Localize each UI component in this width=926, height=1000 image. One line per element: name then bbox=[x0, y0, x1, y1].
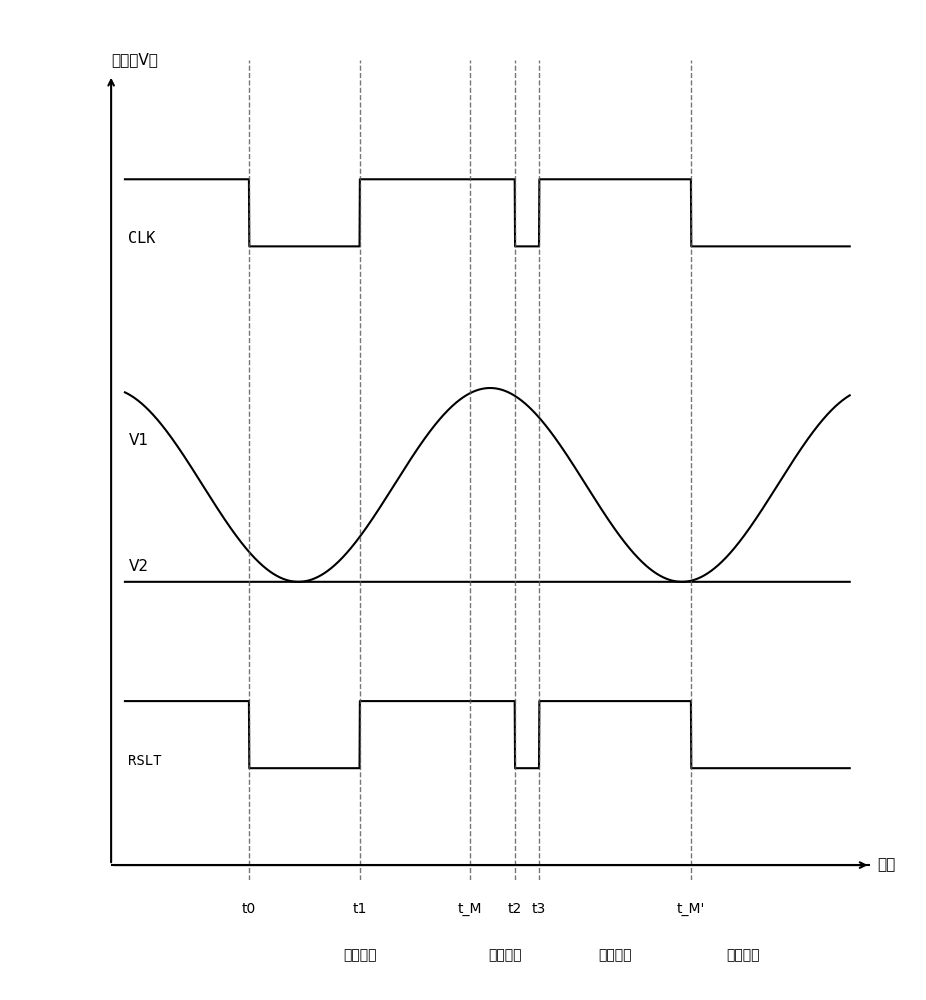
Text: t_M: t_M bbox=[457, 902, 482, 916]
Text: CLK: CLK bbox=[129, 231, 156, 246]
Text: RSLT: RSLT bbox=[129, 754, 162, 768]
Text: 转换期间: 转换期间 bbox=[726, 948, 759, 962]
Text: 时间: 时间 bbox=[877, 858, 895, 873]
Text: t1: t1 bbox=[353, 902, 367, 916]
Text: 电压（V）: 电压（V） bbox=[111, 52, 158, 67]
Text: 采样期间: 采样期间 bbox=[343, 948, 376, 962]
Text: t_M': t_M' bbox=[677, 902, 706, 916]
Text: t0: t0 bbox=[242, 902, 257, 916]
Text: V1: V1 bbox=[129, 433, 148, 448]
Text: t2: t2 bbox=[507, 902, 522, 916]
Text: 转换期间: 转换期间 bbox=[488, 948, 521, 962]
Text: t3: t3 bbox=[532, 902, 546, 916]
Text: V2: V2 bbox=[129, 559, 148, 574]
Text: 采样期间: 采样期间 bbox=[598, 948, 632, 962]
